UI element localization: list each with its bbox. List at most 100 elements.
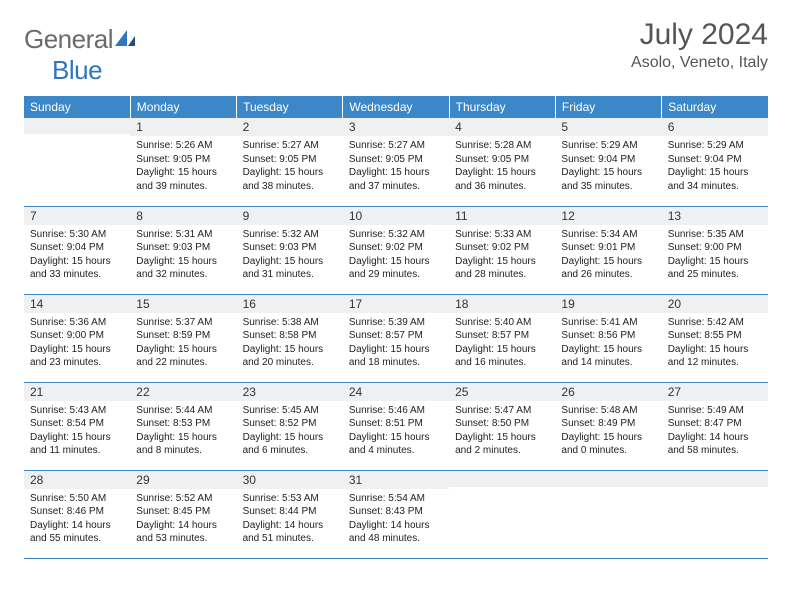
calendar-day-cell: 2Sunrise: 5:27 AMSunset: 9:05 PMDaylight… (237, 118, 343, 206)
sunrise-text: Sunrise: 5:43 AM (30, 404, 124, 418)
calendar-week-row: 7Sunrise: 5:30 AMSunset: 9:04 PMDaylight… (24, 206, 768, 294)
day-number: 14 (24, 295, 130, 313)
calendar-day-cell: 19Sunrise: 5:41 AMSunset: 8:56 PMDayligh… (555, 294, 661, 382)
daylight-text-1: Daylight: 15 hours (136, 166, 230, 180)
day-details: Sunrise: 5:47 AMSunset: 8:50 PMDaylight:… (449, 401, 555, 462)
day-number: 31 (343, 471, 449, 489)
day-details: Sunrise: 5:29 AMSunset: 9:04 PMDaylight:… (662, 136, 768, 197)
calendar-day-cell: 14Sunrise: 5:36 AMSunset: 9:00 PMDayligh… (24, 294, 130, 382)
calendar-day-cell: 10 Sunrise: 5:32 AMSunset: 9:02 PMDayligh… (343, 206, 449, 294)
sunrise-text: Sunrise: 5:27 AM (243, 139, 337, 153)
daylight-text-1: Daylight: 15 hours (30, 431, 124, 445)
sunset-text: Sunset: 9:05 PM (455, 153, 549, 167)
day-number: 10 (343, 207, 449, 225)
sunset-text: Sunset: 8:50 PM (455, 417, 549, 431)
sunset-text: Sunset: 9:02 PM (349, 241, 443, 255)
sunset-text: Sunset: 8:43 PM (349, 505, 443, 519)
daylight-text-1: Daylight: 14 hours (30, 519, 124, 533)
calendar-day-cell: 27Sunrise: 5:49 AMSunset: 8:47 PMDayligh… (662, 382, 768, 470)
day-number: 11 (449, 207, 555, 225)
sunset-text: Sunset: 8:55 PM (668, 329, 762, 343)
daylight-text-2: and 55 minutes. (30, 532, 124, 546)
daylight-text-2: and 28 minutes. (455, 268, 549, 282)
calendar-week-row: 14Sunrise: 5:36 AMSunset: 9:00 PMDayligh… (24, 294, 768, 382)
day-details: Sunrise: 5:34 AMSunset: 9:01 PMDaylight:… (555, 225, 661, 286)
sunset-text: Sunset: 9:05 PM (243, 153, 337, 167)
calendar-day-cell: 6Sunrise: 5:29 AMSunset: 9:04 PMDaylight… (662, 118, 768, 206)
sunset-text: Sunset: 9:00 PM (668, 241, 762, 255)
sunrise-text: Sunrise: 5:49 AM (668, 404, 762, 418)
day-number: 1 (130, 118, 236, 136)
day-details: Sunrise: 5:35 AMSunset: 9:00 PMDaylight:… (662, 225, 768, 286)
day-details: Sunrise: 5:33 AMSunset: 9:02 PMDaylight:… (449, 225, 555, 286)
day-details: Sunrise: 5:49 AMSunset: 8:47 PMDaylight:… (662, 401, 768, 462)
day-number: 16 (237, 295, 343, 313)
daylight-text-1: Daylight: 14 hours (349, 519, 443, 533)
sunset-text: Sunset: 8:54 PM (30, 417, 124, 431)
sunrise-text: Sunrise: 5:40 AM (455, 316, 549, 330)
day-details: Sunrise: 5:28 AMSunset: 9:05 PMDaylight:… (449, 136, 555, 197)
daylight-text-2: and 36 minutes. (455, 180, 549, 194)
day-number: 3 (343, 118, 449, 136)
calendar-body: 1Sunrise: 5:26 AMSunset: 9:05 PMDaylight… (24, 118, 768, 558)
sunset-text: Sunset: 9:01 PM (561, 241, 655, 255)
day-number: 24 (343, 383, 449, 401)
daylight-text-1: Daylight: 15 hours (30, 255, 124, 269)
calendar-day-cell: 8Sunrise: 5:31 AMSunset: 9:03 PMDaylight… (130, 206, 236, 294)
daylight-text-2: and 29 minutes. (349, 268, 443, 282)
sunrise-text: Sunrise: 5:42 AM (668, 316, 762, 330)
daylight-text-2: and 16 minutes. (455, 356, 549, 370)
sail-icon (115, 30, 137, 48)
day-number: 8 (130, 207, 236, 225)
calendar-day-cell: 25Sunrise: 5:47 AMSunset: 8:50 PMDayligh… (449, 382, 555, 470)
sunrise-text: Sunrise: 5:52 AM (136, 492, 230, 506)
calendar-day-cell: 17Sunrise: 5:39 AMSunset: 8:57 PMDayligh… (343, 294, 449, 382)
sunrise-text: Sunrise: 5:44 AM (136, 404, 230, 418)
calendar-day-cell: 29Sunrise: 5:52 AMSunset: 8:45 PMDayligh… (130, 470, 236, 558)
daylight-text-1: Daylight: 14 hours (243, 519, 337, 533)
day-details: Sunrise: 5:44 AMSunset: 8:53 PMDaylight:… (130, 401, 236, 462)
sunset-text: Sunset: 8:58 PM (243, 329, 337, 343)
calendar-day-cell: 15Sunrise: 5:37 AMSunset: 8:59 PMDayligh… (130, 294, 236, 382)
sunrise-text: Sunrise: 5:30 AM (30, 228, 124, 242)
sunset-text: Sunset: 8:49 PM (561, 417, 655, 431)
sunrise-text: Sunrise: 5:32 AM (243, 228, 337, 242)
day-details: Sunrise: 5:45 AMSunset: 8:52 PMDaylight:… (237, 401, 343, 462)
daylight-text-1: Daylight: 15 hours (243, 431, 337, 445)
sunrise-text: Sunrise: 5:33 AM (455, 228, 549, 242)
day-details: Sunrise: 5:50 AMSunset: 8:46 PMDaylight:… (24, 489, 130, 550)
day-details: Sunrise: 5:48 AMSunset: 8:49 PMDaylight:… (555, 401, 661, 462)
calendar-day-cell: 22Sunrise: 5:44 AMSunset: 8:53 PMDayligh… (130, 382, 236, 470)
day-details: Sunrise: 5:29 AMSunset: 9:04 PMDaylight:… (555, 136, 661, 197)
day-number: 6 (662, 118, 768, 136)
weekday-header: Friday (555, 96, 661, 118)
brand-text: General Blue (24, 24, 137, 86)
day-details: Sunrise: 5:52 AMSunset: 8:45 PMDaylight:… (130, 489, 236, 550)
sunset-text: Sunset: 9:03 PM (243, 241, 337, 255)
day-number (662, 471, 768, 487)
daylight-text-1: Daylight: 15 hours (243, 255, 337, 269)
daylight-text-2: and 58 minutes. (668, 444, 762, 458)
day-number: 28 (24, 471, 130, 489)
calendar-day-cell: 12Sunrise: 5:34 AMSunset: 9:01 PMDayligh… (555, 206, 661, 294)
daylight-text-1: Daylight: 15 hours (349, 343, 443, 357)
daylight-text-1: Daylight: 15 hours (136, 255, 230, 269)
sunrise-text: Sunrise: 5:32 AM (349, 228, 443, 242)
sunset-text: Sunset: 8:56 PM (561, 329, 655, 343)
calendar-day-cell: 21Sunrise: 5:43 AMSunset: 8:54 PMDayligh… (24, 382, 130, 470)
day-details: Sunrise: 5:41 AMSunset: 8:56 PMDaylight:… (555, 313, 661, 374)
calendar-day-cell (555, 470, 661, 558)
day-details (24, 134, 130, 141)
daylight-text-1: Daylight: 15 hours (668, 166, 762, 180)
sunrise-text: Sunrise: 5:46 AM (349, 404, 443, 418)
sunrise-text: Sunrise: 5:28 AM (455, 139, 549, 153)
day-details (662, 487, 768, 494)
day-details: Sunrise: 5:39 AMSunset: 8:57 PMDaylight:… (343, 313, 449, 374)
day-details: Sunrise: 5:43 AMSunset: 8:54 PMDaylight:… (24, 401, 130, 462)
daylight-text-1: Daylight: 15 hours (349, 255, 443, 269)
day-number: 18 (449, 295, 555, 313)
daylight-text-2: and 2 minutes. (455, 444, 549, 458)
daylight-text-2: and 25 minutes. (668, 268, 762, 282)
sunrise-text: Sunrise: 5:29 AM (668, 139, 762, 153)
calendar-week-row: 28Sunrise: 5:50 AMSunset: 8:46 PMDayligh… (24, 470, 768, 558)
